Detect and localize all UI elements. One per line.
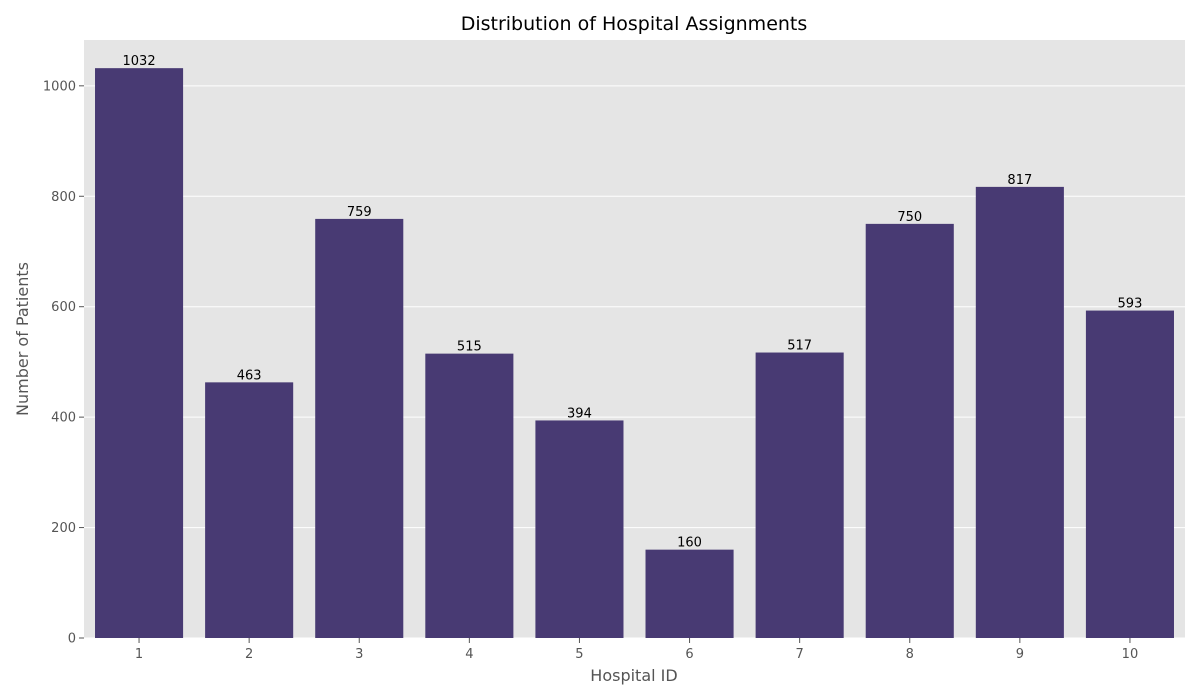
- bar-hospital-1: [95, 68, 184, 639]
- bar-hospital-10: [1085, 310, 1174, 638]
- x-axis-label: Hospital ID: [590, 666, 677, 685]
- data-label: 160: [677, 536, 702, 551]
- data-label: 463: [237, 368, 262, 383]
- data-label: 593: [1118, 297, 1143, 312]
- y-axis-label: Number of Patients: [13, 262, 32, 416]
- y-tick-label: 200: [51, 521, 76, 536]
- bar-hospital-8: [865, 223, 954, 639]
- data-labels: 1032 463 759 515 394 160 517 750 817 593: [123, 54, 1143, 550]
- bar-hospital-9: [975, 186, 1064, 638]
- bar-hospital-6: [645, 549, 734, 638]
- bar-hospital-2: [205, 382, 294, 638]
- data-label: 759: [347, 205, 372, 220]
- x-tick-label: 7: [796, 647, 804, 662]
- data-label: 817: [1007, 173, 1032, 188]
- x-tick-label: 2: [245, 647, 253, 662]
- data-label: 517: [787, 339, 812, 354]
- data-label: 1032: [123, 54, 156, 69]
- x-tick-label: 8: [906, 647, 914, 662]
- x-axis-ticks: 1 2 3 4 5 6 7 8 9 10: [135, 638, 1138, 662]
- y-tick-label: 800: [51, 190, 76, 205]
- bar-hospital-5: [535, 420, 624, 638]
- bar-hospital-3: [315, 218, 404, 638]
- data-label: 515: [457, 340, 482, 355]
- y-tick-label: 400: [51, 411, 76, 426]
- data-label: 750: [897, 210, 922, 225]
- y-tick-label: 0: [68, 632, 76, 647]
- bars: [95, 68, 1174, 639]
- data-label: 394: [567, 406, 592, 421]
- x-tick-label: 1: [135, 647, 143, 662]
- y-tick-label: 600: [51, 300, 76, 315]
- y-tick-label: 1000: [43, 79, 76, 94]
- x-tick-label: 3: [355, 647, 363, 662]
- bar-hospital-7: [755, 352, 844, 638]
- x-tick-label: 9: [1016, 647, 1024, 662]
- x-tick-label: 10: [1122, 647, 1139, 662]
- x-tick-label: 5: [575, 647, 583, 662]
- x-tick-label: 6: [685, 647, 693, 662]
- x-tick-label: 4: [465, 647, 473, 662]
- chart-title: Distribution of Hospital Assignments: [461, 13, 808, 35]
- bar-hospital-4: [425, 353, 514, 638]
- y-axis-ticks: 0 200 400 600 800 1000: [43, 79, 84, 647]
